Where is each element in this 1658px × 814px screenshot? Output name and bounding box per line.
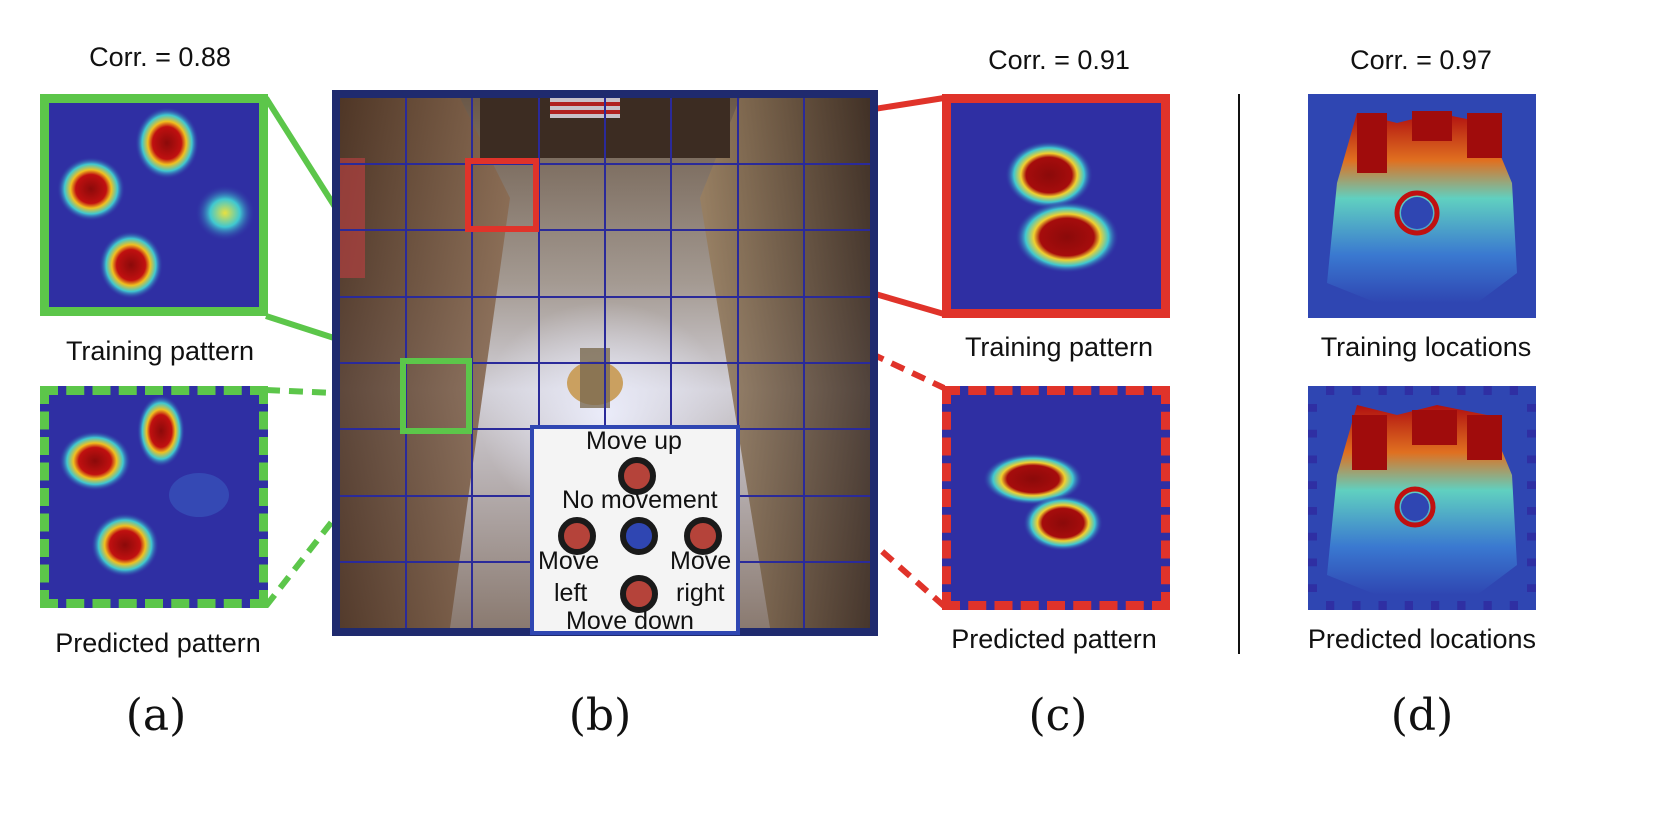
predicted-label-a: Predicted pattern xyxy=(55,628,261,658)
training-label-a: Training pattern xyxy=(65,336,255,366)
separator-line xyxy=(1238,94,1240,654)
caption-c: (c) xyxy=(1028,690,1088,741)
training-pattern-a xyxy=(40,94,268,316)
heatmap-a-top xyxy=(49,103,259,307)
legend-move-left-1: Move xyxy=(538,547,600,575)
highlight-cell-green xyxy=(400,358,472,434)
caption-d: (d) xyxy=(1390,690,1454,741)
training-label-c: Training pattern xyxy=(964,332,1154,362)
dot-down xyxy=(620,575,658,613)
training-label-d: Training locations xyxy=(1320,332,1532,362)
legend-move-left-2: left xyxy=(554,579,588,607)
heatmap-d-top xyxy=(1317,103,1527,309)
legend-move-right-2: right xyxy=(676,579,725,607)
legend-move-up: Move up xyxy=(586,427,682,455)
corr-d: Corr. = 0.97 xyxy=(1350,45,1492,75)
predicted-pattern-c xyxy=(942,386,1170,610)
movement-legend: Move up No movement Move left Move right… xyxy=(530,425,740,635)
heatmap-c-top xyxy=(951,103,1161,309)
predicted-label-c: Predicted pattern xyxy=(951,624,1157,654)
training-locations xyxy=(1308,94,1536,318)
corr-c: Corr. = 0.91 xyxy=(988,45,1130,75)
heatmap-d-bottom xyxy=(1317,395,1527,601)
dot-up xyxy=(618,457,656,495)
predicted-label-d: Predicted locations xyxy=(1307,624,1537,654)
dot-right xyxy=(684,517,722,555)
dot-center xyxy=(620,517,658,555)
heatmap-c-bottom xyxy=(951,395,1161,601)
predicted-pattern-a xyxy=(40,386,268,608)
legend-no-movement: No movement xyxy=(562,486,718,514)
heatmap-a-bottom xyxy=(49,395,259,599)
dot-left xyxy=(558,517,596,555)
highlight-cell-red xyxy=(465,158,539,232)
training-pattern-c xyxy=(942,94,1170,318)
caption-b: (b) xyxy=(568,690,632,741)
corr-a: Corr. = 0.88 xyxy=(89,42,231,72)
legend-move-right-1: Move xyxy=(670,547,732,575)
predicted-locations xyxy=(1308,386,1536,610)
legend-move-down: Move down xyxy=(566,607,694,635)
caption-a: (a) xyxy=(125,690,187,741)
